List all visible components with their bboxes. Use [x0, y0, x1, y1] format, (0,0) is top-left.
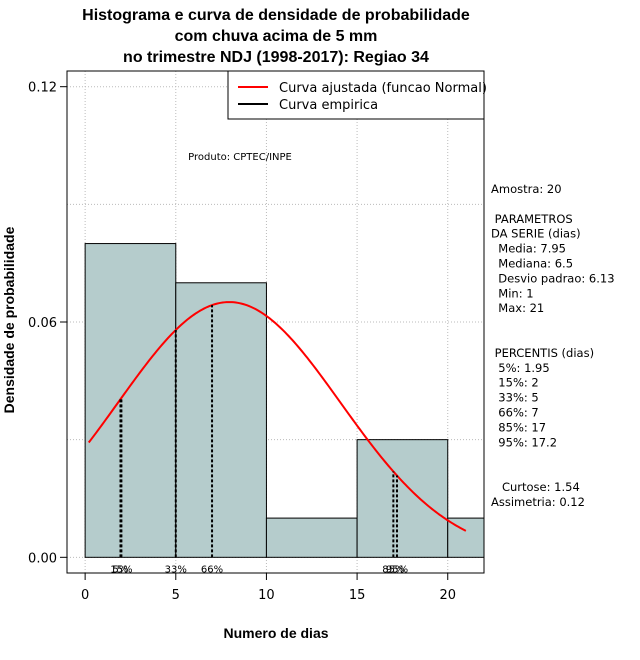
x-axis: 0 5 10 15 20	[81, 572, 456, 603]
stats-line: Mediana: 6.5	[491, 257, 573, 271]
legend-label: Curva ajustada (funcao Normal)	[279, 81, 487, 96]
percentile-label: 66%	[201, 564, 223, 575]
normal-curve	[87, 301, 467, 532]
y-tick-label: 0.00	[28, 551, 57, 566]
stats-line: PARAMETROS	[491, 212, 573, 226]
stats-line: Max: 21	[491, 301, 544, 315]
y-tick-label: 0.12	[28, 81, 57, 96]
x-tick-label: 0	[81, 588, 89, 603]
percentile-label: 85%	[382, 564, 404, 575]
x-tick-label: 20	[439, 588, 456, 603]
x-tick-label: 10	[258, 588, 275, 603]
title-line-2: com chuva acima de 5 mm	[175, 28, 378, 45]
stats-line: 66%: 7	[491, 406, 539, 420]
histogram-bar	[356, 439, 449, 558]
percentile-label: 33%	[165, 564, 187, 575]
x-tick-label: 15	[349, 588, 366, 603]
title-line-3: no trimestre NDJ (1998-2017): Regiao 34	[123, 49, 429, 66]
stats-line: Media: 7.95	[491, 242, 566, 256]
percentile-lines: 5%15% 33% 66% 85%95%	[110, 305, 408, 575]
percentile-label: 95%	[386, 564, 408, 575]
percentile-label: 15%	[110, 564, 132, 575]
stats-line: DA SERIE (dias)	[491, 227, 581, 241]
x-axis-label: Numero de dias	[223, 625, 328, 641]
stats-line: 85%: 17	[491, 420, 546, 434]
stats-line: Assimetria: 0.12	[491, 495, 585, 509]
stats-line: 33%: 5	[491, 391, 539, 405]
normal-curve-line	[87, 301, 467, 532]
histogram-bar	[175, 282, 267, 558]
annotation-produto: Produto: CPTEC/INPE	[188, 152, 292, 163]
y-axis: 0.00 0.06 0.12	[28, 81, 68, 566]
histogram-bars	[84, 243, 485, 558]
legend-label: Curva empirica	[279, 98, 378, 113]
stats-line: 15%: 2	[491, 376, 539, 390]
y-axis-label: Densidade de probabilidade	[1, 226, 17, 413]
y-tick-label: 0.06	[28, 316, 57, 331]
stats-line: Curtose: 1.54	[491, 480, 580, 494]
histogram-bar	[84, 243, 177, 558]
title-line-1: Histograma e curva de densidade de proba…	[82, 7, 470, 24]
histogram-bar	[265, 517, 358, 558]
stats-line: 5%: 1.95	[491, 361, 550, 375]
stats-line: PERCENTIS (dias)	[491, 346, 594, 360]
legend: Curva ajustada (funcao Normal) Curva empi…	[227, 70, 487, 120]
stats-line: Desvio padrao: 6.13	[491, 271, 615, 285]
stats-line: 95%: 17.2	[491, 435, 557, 449]
percentile-label: 5%	[113, 564, 129, 575]
stats-line: Amostra: 20	[491, 182, 562, 196]
x-tick-label: 5	[172, 588, 180, 603]
stats-line: Min: 1	[491, 286, 534, 300]
legend-box	[227, 70, 485, 120]
chart-title: Histograma e curva de densidade de proba…	[82, 7, 470, 66]
